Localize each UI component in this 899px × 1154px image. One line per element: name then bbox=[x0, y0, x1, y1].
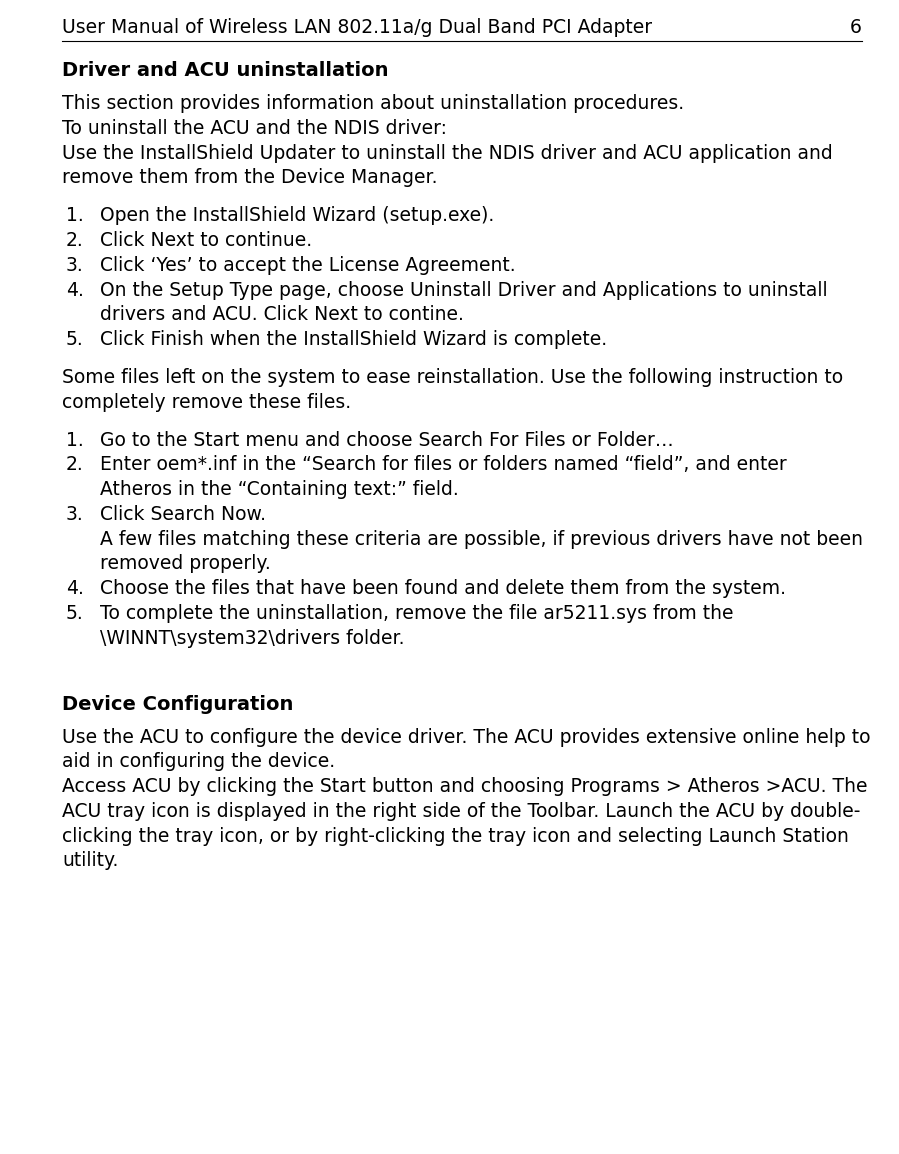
Text: 6: 6 bbox=[850, 18, 862, 37]
Text: ACU tray icon is displayed in the right side of the Toolbar. Launch the ACU by d: ACU tray icon is displayed in the right … bbox=[62, 802, 860, 820]
Text: Choose the files that have been found and delete them from the system.: Choose the files that have been found an… bbox=[100, 579, 786, 598]
Text: Go to the Start menu and choose Search For Files or Folder…: Go to the Start menu and choose Search F… bbox=[100, 430, 673, 450]
Text: On the Setup Type page, choose Uninstall Driver and Applications to uninstall: On the Setup Type page, choose Uninstall… bbox=[100, 280, 828, 300]
Text: 2.: 2. bbox=[66, 456, 84, 474]
Text: User Manual of Wireless LAN 802.11a/g Dual Band PCI Adapter: User Manual of Wireless LAN 802.11a/g Du… bbox=[62, 18, 652, 37]
Text: Some files left on the system to ease reinstallation. Use the following instruct: Some files left on the system to ease re… bbox=[62, 368, 843, 387]
Text: 1.: 1. bbox=[66, 207, 84, 225]
Text: Click Finish when the InstallShield Wizard is complete.: Click Finish when the InstallShield Wiza… bbox=[100, 330, 607, 349]
Text: removed properly.: removed properly. bbox=[100, 554, 271, 574]
Text: To uninstall the ACU and the NDIS driver:: To uninstall the ACU and the NDIS driver… bbox=[62, 119, 447, 138]
Text: 4.: 4. bbox=[66, 579, 84, 598]
Text: Click ‘Yes’ to accept the License Agreement.: Click ‘Yes’ to accept the License Agreem… bbox=[100, 256, 516, 275]
Text: clicking the tray icon, or by right-clicking the tray icon and selecting Launch : clicking the tray icon, or by right-clic… bbox=[62, 826, 849, 846]
Text: Device Configuration: Device Configuration bbox=[62, 695, 293, 713]
Text: Open the InstallShield Wizard (setup.exe).: Open the InstallShield Wizard (setup.exe… bbox=[100, 207, 494, 225]
Text: 3.: 3. bbox=[66, 504, 84, 524]
Text: Click Search Now.: Click Search Now. bbox=[100, 504, 266, 524]
Text: 4.: 4. bbox=[66, 280, 84, 300]
Text: Driver and ACU uninstallation: Driver and ACU uninstallation bbox=[62, 61, 388, 80]
Text: 5.: 5. bbox=[66, 604, 84, 623]
Text: drivers and ACU. Click Next to contine.: drivers and ACU. Click Next to contine. bbox=[100, 306, 464, 324]
Text: 2.: 2. bbox=[66, 231, 84, 250]
Text: utility.: utility. bbox=[62, 852, 119, 870]
Text: 3.: 3. bbox=[66, 256, 84, 275]
Text: aid in configuring the device.: aid in configuring the device. bbox=[62, 752, 335, 771]
Text: \WINNT\system32\drivers folder.: \WINNT\system32\drivers folder. bbox=[100, 629, 405, 647]
Text: completely remove these files.: completely remove these files. bbox=[62, 392, 352, 412]
Text: A few files matching these criteria are possible, if previous drivers have not b: A few files matching these criteria are … bbox=[100, 530, 863, 548]
Text: Access ACU by clicking the Start button and choosing Programs > Atheros >ACU. Th: Access ACU by clicking the Start button … bbox=[62, 777, 868, 796]
Text: Use the ACU to configure the device driver. The ACU provides extensive online he: Use the ACU to configure the device driv… bbox=[62, 728, 870, 747]
Text: Atheros in the “Containing text:” field.: Atheros in the “Containing text:” field. bbox=[100, 480, 458, 499]
Text: remove them from the Device Manager.: remove them from the Device Manager. bbox=[62, 168, 438, 187]
Text: 5.: 5. bbox=[66, 330, 84, 349]
Text: This section provides information about uninstallation procedures.: This section provides information about … bbox=[62, 95, 684, 113]
Text: To complete the uninstallation, remove the file ar5211.sys from the: To complete the uninstallation, remove t… bbox=[100, 604, 734, 623]
Text: Enter oem*.inf in the “Search for files or folders named “field”, and enter: Enter oem*.inf in the “Search for files … bbox=[100, 456, 787, 474]
Text: Click Next to continue.: Click Next to continue. bbox=[100, 231, 312, 250]
Text: 1.: 1. bbox=[66, 430, 84, 450]
Text: Use the InstallShield Updater to uninstall the NDIS driver and ACU application a: Use the InstallShield Updater to uninsta… bbox=[62, 144, 832, 163]
